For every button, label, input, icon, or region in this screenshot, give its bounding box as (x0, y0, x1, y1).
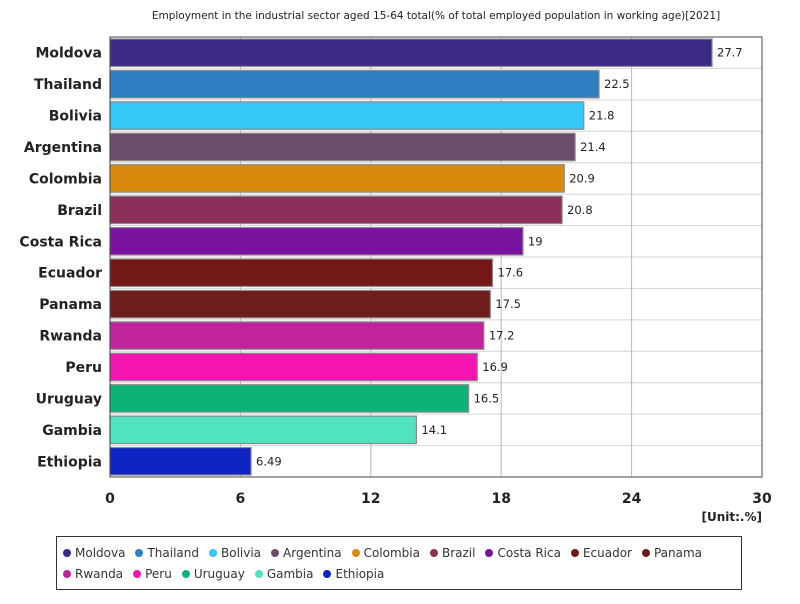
value-label: 14.1 (421, 423, 447, 437)
legend-marker (63, 569, 71, 578)
legend-marker (209, 548, 217, 557)
legend-label: Rwanda (75, 566, 124, 581)
legend-marker (570, 548, 579, 557)
category-label: Moldova (35, 46, 102, 62)
legend-marker (254, 569, 263, 578)
x-tick-label: 30 (752, 491, 772, 507)
legend-marker (485, 548, 494, 557)
category-label: Costa Rica (19, 234, 102, 250)
category-label: Panama (39, 297, 102, 313)
x-tick-label: 12 (361, 491, 380, 507)
legend-label: Costa Rica (497, 545, 561, 560)
legend-item[interactable]: Bolivia (209, 542, 261, 563)
category-label: Brazil (57, 203, 102, 219)
category-label: Rwanda (39, 329, 102, 345)
legend-item[interactable]: Argentina (271, 542, 342, 563)
value-label: 17.6 (498, 266, 524, 280)
legend-marker (181, 569, 190, 578)
plot-area: Moldova 27.7 Thailand 22.5 Bolivia 21.8 Argent… (19, 36, 772, 507)
bar-thailand (109, 69, 600, 99)
category-label: Thailand (34, 77, 102, 93)
bar-uruguay (109, 384, 470, 413)
x-tick-label: 18 (491, 491, 510, 507)
legend-marker (63, 548, 71, 557)
bar-panama (109, 289, 491, 319)
legend-label: Ethiopia (335, 566, 385, 581)
x-tick-label: 0 (105, 491, 115, 507)
legend-item[interactable]: Rwanda (63, 563, 123, 584)
value-label: 16.9 (482, 360, 508, 374)
legend-label: Uruguay (193, 566, 245, 581)
legend-item[interactable]: Gambia (254, 563, 314, 584)
bar-argentina (109, 132, 576, 162)
bar-costa-rica (109, 226, 524, 256)
category-label: Argentina (24, 140, 102, 156)
category-label: Peru (65, 360, 102, 376)
value-label: 27.7 (717, 46, 743, 60)
category-label: Gambia (42, 423, 102, 439)
legend-marker (133, 569, 142, 578)
legend-label: Peru (145, 566, 172, 581)
legend-label: Panama (653, 545, 703, 560)
legend-label: Ecuador (582, 545, 632, 560)
bar-bolivia (109, 101, 585, 130)
bar-ecuador (109, 258, 494, 288)
unit-label: [Unit:.%] (702, 510, 763, 524)
category-label: Bolivia (49, 109, 102, 125)
bar-peru (109, 352, 478, 382)
plot-border (109, 36, 763, 478)
legend-label: Brazil (441, 545, 476, 560)
legend-label: Thailand (147, 545, 199, 560)
x-tick-label: 24 (622, 491, 642, 507)
legend-item[interactable]: Uruguay (181, 563, 245, 584)
legend-label: Argentina (283, 545, 342, 560)
bar-ethiopia (109, 446, 252, 476)
legend-item[interactable]: Ecuador (570, 542, 632, 563)
value-label: 20.9 (569, 171, 595, 185)
legend-marker (135, 548, 144, 557)
legend-label: Bolivia (221, 545, 262, 560)
value-label: 6.49 (256, 454, 282, 468)
category-label: Uruguay (36, 391, 102, 407)
category-label: Ethiopia (37, 454, 102, 470)
legend-item[interactable]: Moldova (63, 542, 125, 563)
value-label: 20.8 (567, 203, 593, 217)
bar-colombia (109, 164, 565, 193)
legend-item[interactable]: Peru (133, 563, 172, 584)
legend-label: Colombia (363, 545, 420, 560)
legend-item[interactable]: Costa Rica (485, 542, 561, 563)
value-label: 21.8 (589, 109, 615, 123)
legend-item[interactable]: Thailand (135, 542, 199, 563)
category-label: Colombia (29, 171, 102, 187)
legend-item[interactable]: Brazil (429, 542, 476, 563)
value-label: 21.4 (580, 140, 606, 154)
x-tick-label: 6 (236, 491, 246, 507)
bar-rwanda (109, 321, 485, 350)
legend-label: Gambia (266, 566, 314, 581)
bar-moldova (109, 38, 713, 68)
legend-marker (271, 548, 280, 557)
value-label: 17.2 (489, 329, 515, 343)
legend-item[interactable]: Colombia (351, 542, 420, 563)
legend-marker (323, 569, 332, 578)
legend-marker (641, 548, 650, 557)
value-label: 22.5 (604, 77, 630, 91)
legend-marker (351, 548, 360, 557)
bar-brazil (109, 195, 563, 225)
category-label: Ecuador (38, 266, 102, 282)
legend-item[interactable]: Panama (641, 542, 703, 563)
legend-marker (429, 548, 438, 557)
legend-label: Moldova (75, 545, 126, 560)
value-label: 19 (528, 234, 543, 248)
value-label: 16.5 (474, 391, 500, 405)
legend: Moldova Thailand Bolivia Argentina Colombia B… (56, 536, 742, 590)
bar-gambia (109, 415, 418, 445)
value-label: 17.5 (495, 297, 521, 311)
legend-item[interactable]: Ethiopia (323, 563, 384, 584)
chart-title: Employment in the industrial sector aged… (152, 10, 720, 22)
